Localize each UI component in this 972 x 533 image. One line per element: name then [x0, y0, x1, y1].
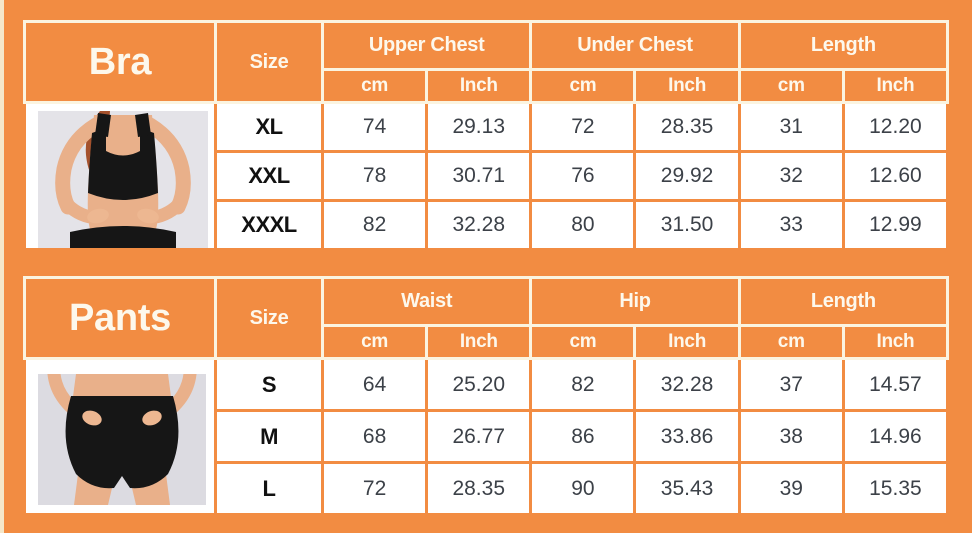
pants-product-photo	[26, 360, 214, 513]
pants-table-body: S 64 25.20 82 32.28 37 14.57 M 68 26.77 …	[26, 360, 946, 513]
bra-xxl-length-inch: 12.60	[844, 153, 946, 199]
bra-xl-length-cm: 31	[740, 104, 842, 150]
pants-s-length-inch: 14.57	[844, 360, 946, 409]
bra-xl-upper-chest-cm: 74	[324, 104, 426, 150]
bra-xl-length-inch: 12.20	[844, 104, 946, 150]
pants-group-header-hip: Hip	[532, 279, 738, 324]
bra-row-xxl-size: XXL	[217, 153, 321, 199]
bra-unit-header-length-cm: cm	[740, 71, 842, 101]
pants-m-hip-inch: 33.86	[636, 412, 738, 461]
pants-m-waist-cm: 68	[324, 412, 426, 461]
pants-unit-header-waist-inch: Inch	[428, 327, 530, 357]
bra-photo-illustration	[38, 111, 208, 248]
pants-m-length-cm: 38	[740, 412, 842, 461]
pants-group-header-waist: Waist	[324, 279, 530, 324]
pants-row-s-size: S	[217, 360, 321, 409]
pants-unit-header-length-inch: Inch	[844, 327, 946, 357]
pants-m-length-inch: 14.96	[844, 412, 946, 461]
pants-l-waist-inch: 28.35	[428, 464, 530, 513]
bra-row-xxxl-size: XXXL	[217, 202, 321, 248]
bra-unit-header-upper-chest-inch: Inch	[428, 71, 530, 101]
bra-group-header-under-chest: Under Chest	[532, 23, 738, 68]
pants-size-table: Pants Size Waist Hip Length cm Inch cm I…	[23, 276, 949, 513]
bra-xxxl-upper-chest-cm: 82	[324, 202, 426, 248]
bra-xl-under-chest-inch: 28.35	[636, 104, 738, 150]
bra-group-header-upper-chest: Upper Chest	[324, 23, 530, 68]
pants-l-hip-inch: 35.43	[636, 464, 738, 513]
bra-xxxl-length-inch: 12.99	[844, 202, 946, 248]
pants-row-l-size: L	[217, 464, 321, 513]
pants-unit-header-waist-cm: cm	[324, 327, 426, 357]
left-edge-stripe	[0, 0, 4, 533]
pants-unit-header-hip-inch: Inch	[636, 327, 738, 357]
pants-l-waist-cm: 72	[324, 464, 426, 513]
bra-xxl-under-chest-inch: 29.92	[636, 153, 738, 199]
bra-unit-header-under-chest-inch: Inch	[636, 71, 738, 101]
pants-group-header-length: Length	[740, 279, 946, 324]
pants-size-column-header: Size	[217, 279, 321, 357]
pants-l-hip-cm: 90	[532, 464, 634, 513]
bra-table-body: XL 74 29.13 72 28.35 31 12.20 XXL 78 30.…	[26, 104, 946, 248]
bra-xxl-upper-chest-inch: 30.71	[428, 153, 530, 199]
pants-s-length-cm: 37	[740, 360, 842, 409]
bra-xxxl-under-chest-cm: 80	[532, 202, 634, 248]
bra-unit-header-under-chest-cm: cm	[532, 71, 634, 101]
bra-table-header: Bra Size Upper Chest Under Chest Length …	[23, 20, 949, 104]
bra-xxl-upper-chest-cm: 78	[324, 153, 426, 199]
bra-unit-header-upper-chest-cm: cm	[324, 71, 426, 101]
pants-l-length-cm: 39	[740, 464, 842, 513]
pants-unit-header-hip-cm: cm	[532, 327, 634, 357]
bra-unit-header-length-inch: Inch	[844, 71, 946, 101]
pants-table-header: Pants Size Waist Hip Length cm Inch cm I…	[23, 276, 949, 360]
pants-s-waist-inch: 25.20	[428, 360, 530, 409]
pants-s-hip-inch: 32.28	[636, 360, 738, 409]
bra-group-header-length: Length	[740, 23, 946, 68]
pants-row-m-size: M	[217, 412, 321, 461]
bra-size-table: Bra Size Upper Chest Under Chest Length …	[23, 20, 949, 248]
bra-xxl-under-chest-cm: 76	[532, 153, 634, 199]
bra-size-column-header: Size	[217, 23, 321, 101]
bra-xxl-length-cm: 32	[740, 153, 842, 199]
bra-xxxl-upper-chest-inch: 32.28	[428, 202, 530, 248]
pants-unit-header-length-cm: cm	[740, 327, 842, 357]
pants-l-length-inch: 15.35	[844, 464, 946, 513]
pants-m-hip-cm: 86	[532, 412, 634, 461]
bra-xl-upper-chest-inch: 29.13	[428, 104, 530, 150]
pants-product-title-cell: Pants	[26, 279, 214, 357]
bra-xxxl-under-chest-inch: 31.50	[636, 202, 738, 248]
pants-product-title: Pants	[69, 296, 171, 339]
bra-row-xl-size: XL	[217, 104, 321, 150]
bra-xl-under-chest-cm: 72	[532, 104, 634, 150]
bra-product-title: Bra	[88, 40, 152, 83]
pants-s-hip-cm: 82	[532, 360, 634, 409]
pants-photo-illustration	[38, 374, 206, 505]
pants-s-waist-cm: 64	[324, 360, 426, 409]
bra-product-photo	[26, 104, 214, 248]
bra-product-title-cell: Bra	[26, 23, 214, 101]
pants-m-waist-inch: 26.77	[428, 412, 530, 461]
bra-xxxl-length-cm: 33	[740, 202, 842, 248]
